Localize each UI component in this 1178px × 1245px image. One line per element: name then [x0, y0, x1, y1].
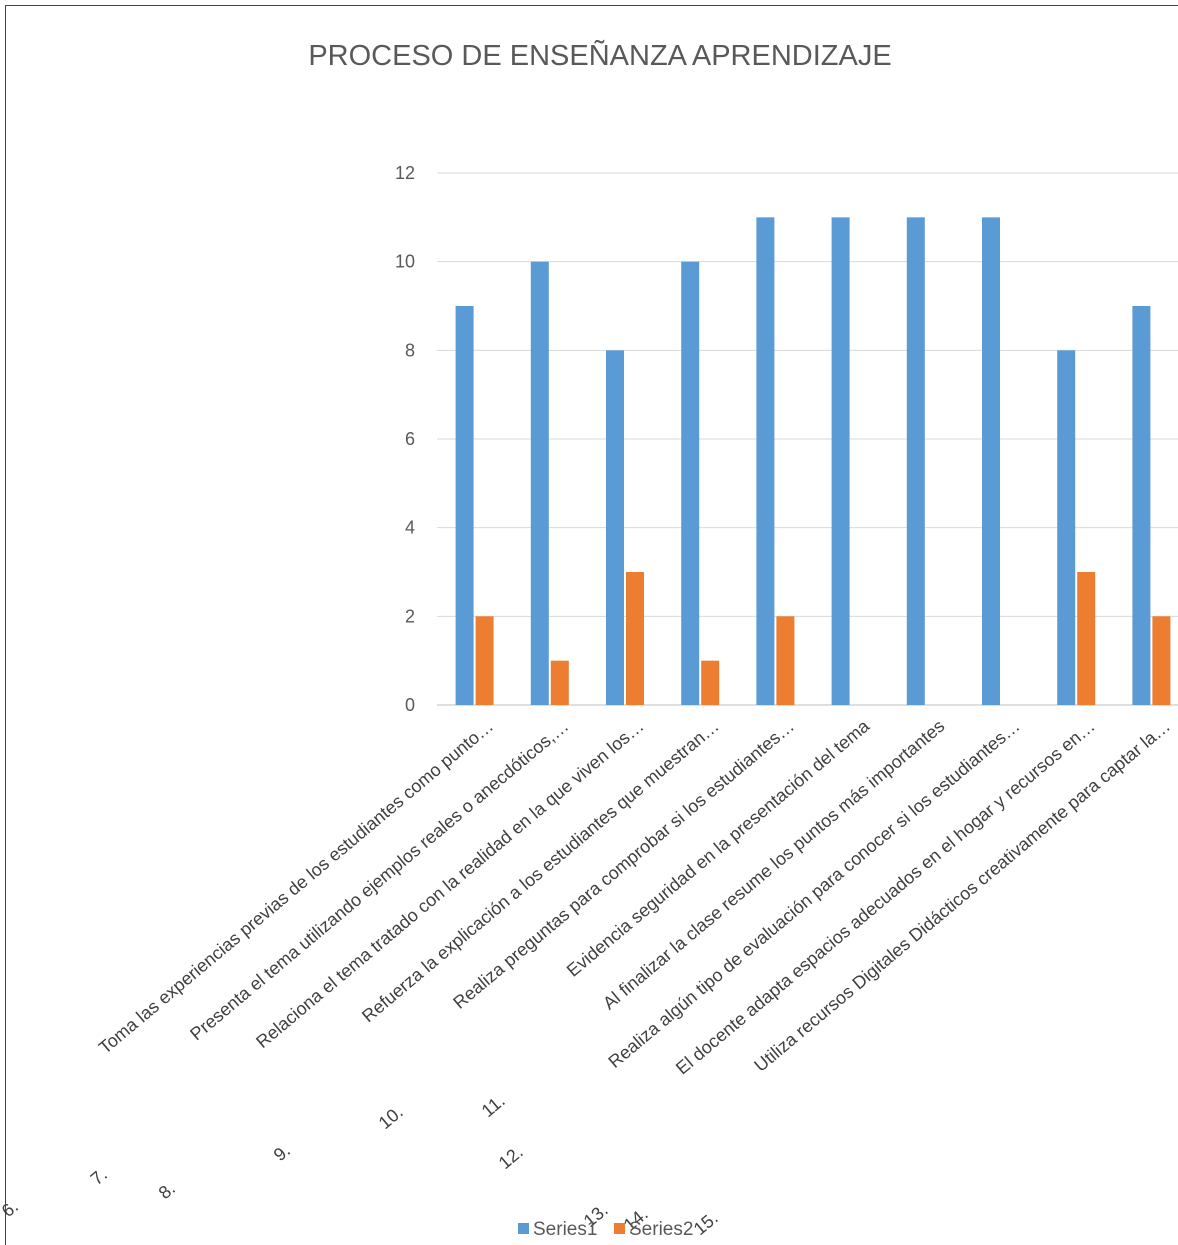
stray-number: 8.: [155, 1178, 179, 1203]
bar-series1: [455, 306, 474, 705]
stray-number: 12.: [495, 1142, 527, 1173]
bar-series2: [1077, 572, 1096, 705]
bar-series1: [606, 350, 624, 705]
bar-series1: [906, 217, 925, 706]
bar-series2: [475, 616, 494, 705]
y-tick-label: 0: [405, 695, 415, 715]
bar-series1: [1057, 350, 1076, 705]
stray-number: 11.: [478, 1091, 509, 1122]
bar-series1: [681, 261, 700, 705]
gridlines: [437, 172, 1178, 706]
stray-number: 15.: [690, 1208, 722, 1239]
legend-label: Series2: [629, 1219, 693, 1239]
legend-swatch: [518, 1223, 529, 1234]
legend-swatch: [614, 1223, 625, 1234]
bar-series2: [550, 660, 569, 705]
bar-series1: [831, 217, 850, 706]
y-tick-label: 12: [395, 163, 415, 183]
bars: [455, 217, 1171, 706]
bar-series1: [1132, 306, 1151, 705]
stray-number: 10.: [375, 1102, 407, 1133]
x-axis-category-label: Al finalizar la clase resume los puntos …: [599, 716, 948, 1014]
bar-series2: [626, 572, 644, 705]
bar-series1: [530, 261, 549, 705]
bar-series1: [982, 217, 1000, 706]
x-axis-category-label: Realiza preguntas para comprobar si los …: [449, 716, 798, 1013]
legend-label: Series1: [533, 1219, 597, 1239]
bar-series1: [756, 217, 775, 706]
x-axis-category-label: Refuerza la explicación a los estudiante…: [358, 716, 723, 1027]
y-tick-label: 6: [405, 429, 415, 449]
stray-number: 9.: [270, 1140, 294, 1165]
y-tick-label: 2: [405, 606, 415, 626]
y-tick-label: 4: [405, 518, 415, 538]
stray-numbers: 6.7.8.9.10. 11.12.13. 14. 15.: [0, 1091, 722, 1239]
chart-frame: [5, 5, 1178, 1245]
chart-title: PROCESO DE ENSEÑANZA APRENDIZAJE: [308, 40, 892, 72]
bar-series2: [1152, 616, 1171, 705]
y-axis-ticks: 0 2 4 6 8 10 12: [395, 163, 415, 715]
y-tick-label: 10: [395, 252, 415, 272]
legend: Series1 Series2: [518, 1219, 693, 1239]
stray-number: 7.: [87, 1164, 111, 1189]
x-axis-labels: Toma las experiencias previas de los est…: [95, 715, 1174, 1078]
bar-series2: [701, 660, 720, 705]
bar-series2: [776, 616, 795, 705]
stray-number: 6.: [0, 1196, 22, 1221]
y-tick-label: 8: [405, 340, 415, 360]
